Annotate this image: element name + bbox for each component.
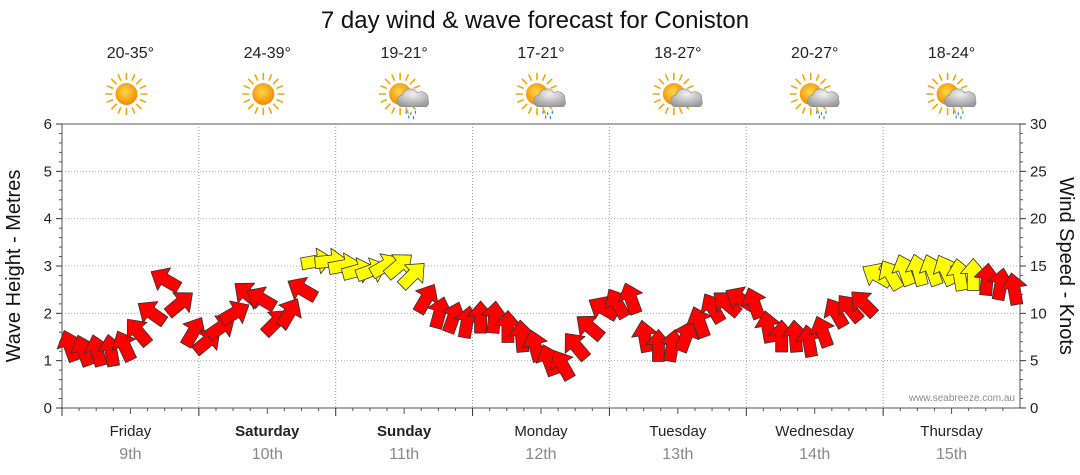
wind-speed-tick-label: 20: [1030, 211, 1047, 228]
temperature-range: 20-27°: [791, 45, 838, 62]
wind-arrow: [441, 301, 467, 335]
wind-arrow: [673, 320, 700, 354]
temperature-range: 18-27°: [654, 45, 701, 62]
wind-arrow: [576, 315, 606, 343]
wind-arrow: [851, 291, 880, 320]
wind-arrow: [959, 258, 987, 291]
wave-height-tick-label: 5: [44, 163, 52, 180]
wind-arrow: [150, 267, 183, 294]
wind-arrow: [427, 296, 453, 330]
wind-speed-tick-label: 5: [1030, 353, 1038, 370]
wave-height-tick-label: 2: [44, 305, 52, 322]
wind-speed-tick-label: 30: [1030, 116, 1047, 133]
wind-arrow: [287, 277, 320, 303]
date-label: 9th: [119, 446, 141, 463]
day-label: Monday: [514, 423, 568, 440]
wind-speed-tick-label: 25: [1030, 163, 1047, 180]
wave-height-tick-label: 0: [44, 400, 52, 417]
date-label: 11th: [389, 446, 419, 463]
sun-rain-icon: [789, 72, 840, 120]
wind-speed-tick-label: 15: [1030, 258, 1047, 275]
wind-arrow: [163, 292, 193, 319]
sun-rain-icon: [378, 72, 429, 120]
wave-height-tick-label: 3: [44, 258, 52, 275]
wind-arrow: [137, 301, 169, 328]
wind-arrow: [246, 286, 278, 313]
wind-arrow: [275, 298, 302, 330]
wind-arrow: [713, 292, 743, 319]
wind-arrow: [809, 315, 835, 349]
wind-arrow-series: [56, 247, 1028, 382]
wind-arrow: [412, 284, 439, 316]
day-label: Wednesday: [775, 423, 854, 440]
temperature-range: 19-21°: [380, 45, 427, 62]
date-label: 12th: [525, 446, 556, 463]
wind-arrow: [217, 300, 250, 327]
temperature-range: 18-24°: [928, 45, 975, 62]
temperature-range: 24-39°: [244, 45, 291, 62]
wind-arrow: [111, 330, 137, 363]
sun-rain-icon: [926, 72, 977, 120]
weather-row: 20-35° 24-39° 19-21° 17-21° 18-27° 20-27° 18-2…: [105, 45, 977, 120]
date-label: 15th: [936, 446, 967, 463]
wind-arrow: [481, 300, 508, 334]
temperature-range: 20-35°: [107, 45, 154, 62]
wind-arrow: [838, 295, 865, 325]
wind-arrow: [973, 262, 1001, 297]
wind-arrow: [126, 318, 154, 349]
wave-height-axis: 0 1 2 3 4 5 6: [44, 116, 62, 417]
wave-height-tick-label: 6: [44, 116, 52, 133]
sunny-icon: [105, 72, 148, 116]
wave-height-tick-label: 1: [44, 353, 52, 370]
sun-icon: [105, 72, 148, 116]
date-label: 13th: [662, 446, 693, 463]
day-label: Sunday: [377, 423, 432, 440]
wind-speed-tick-label: 10: [1030, 305, 1047, 322]
date-label: 10th: [252, 446, 283, 463]
date-label: 14th: [799, 446, 830, 463]
day-label: Friday: [110, 423, 152, 440]
wind-arrow: [617, 282, 644, 316]
partly-cloudy-icon: [652, 72, 703, 116]
sunny-icon: [241, 72, 285, 116]
wind-speed-axis: 0 5 10 15 20 25 30: [1020, 116, 1047, 417]
day-label: Tuesday: [649, 423, 706, 440]
day-label: Saturday: [235, 423, 300, 440]
watermark: www.seabreeze.com.au: [908, 393, 1015, 404]
day-label: Thursday: [920, 423, 983, 440]
day-axis: Friday 9th Saturday 10th Sunday 11th Monday 12t…: [61, 408, 1004, 463]
wind-arrow: [550, 350, 576, 382]
wave-height-axis-title: Wave Height - Metres: [3, 170, 25, 363]
wind-speed-axis-title: Wind Speed - Knots: [1055, 177, 1077, 355]
chart-title: 7 day wind & wave forecast for Coniston: [321, 7, 749, 34]
wave-height-tick-label: 4: [44, 211, 52, 228]
wind-arrow: [1000, 272, 1028, 306]
sun-shower-icon: [515, 72, 566, 120]
wind-arrow: [396, 263, 425, 291]
wind-arrow: [564, 333, 592, 363]
sun-icon: [241, 72, 285, 116]
temperature-range: 17-21°: [517, 45, 564, 62]
wind-arrow: [781, 319, 809, 353]
wind-speed-tick-label: 0: [1030, 400, 1038, 417]
wind-arrow: [494, 310, 522, 343]
